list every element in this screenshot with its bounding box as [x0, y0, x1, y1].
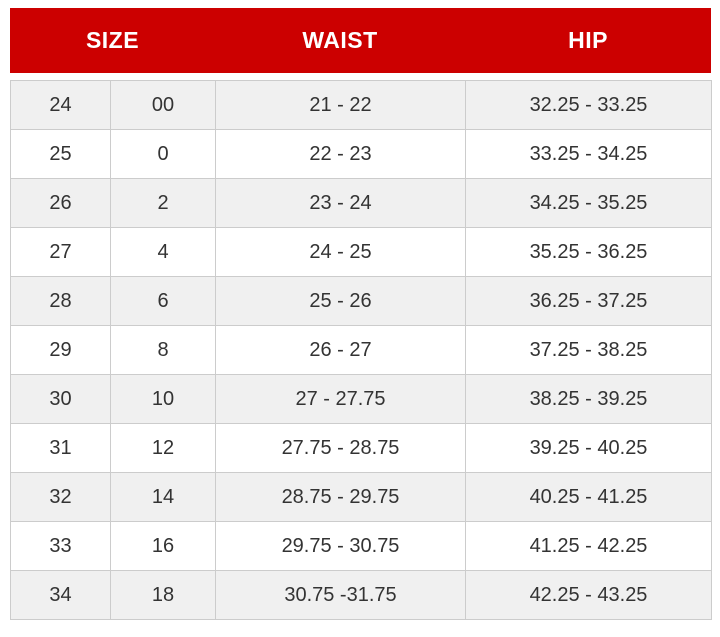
- table-cell: 4: [110, 227, 216, 277]
- table-row: 28 6 25 - 26 36.25 - 37.25: [10, 276, 712, 326]
- column-header-waist: WAIST: [302, 27, 378, 53]
- table-cell: 42.25 - 43.25: [465, 570, 712, 620]
- table-cell: 39.25 - 40.25: [465, 423, 712, 473]
- table-cell: 37.25 - 38.25: [465, 325, 712, 375]
- table-row: 34 18 30.75 -31.75 42.25 - 43.25: [10, 570, 712, 620]
- table-cell: 00: [110, 80, 216, 130]
- table-cell: 30: [10, 374, 111, 424]
- table-cell: 21 - 22: [215, 80, 466, 130]
- table-header: SIZE WAIST HIP: [10, 8, 711, 73]
- table-row: 25 0 22 - 23 33.25 - 34.25: [10, 129, 712, 179]
- table-row: 30 10 27 - 27.75 38.25 - 39.25: [10, 374, 712, 424]
- table-cell: 36.25 - 37.25: [465, 276, 712, 326]
- table-cell: 24 - 25: [215, 227, 466, 277]
- table-cell: 2: [110, 178, 216, 228]
- table-cell: 14: [110, 472, 216, 522]
- table-cell: 30.75 -31.75: [215, 570, 466, 620]
- table-row: 24 00 21 - 22 32.25 - 33.25: [10, 80, 712, 130]
- table-row: 31 12 27.75 - 28.75 39.25 - 40.25: [10, 423, 712, 473]
- table-cell: 25 - 26: [215, 276, 466, 326]
- table-cell: 27 - 27.75: [215, 374, 466, 424]
- table-cell: 38.25 - 39.25: [465, 374, 712, 424]
- table-cell: 40.25 - 41.25: [465, 472, 712, 522]
- table-cell: 34.25 - 35.25: [465, 178, 712, 228]
- table-cell: 8: [110, 325, 216, 375]
- table-cell: 27: [10, 227, 111, 277]
- table-cell: 22 - 23: [215, 129, 466, 179]
- table-row: 32 14 28.75 - 29.75 40.25 - 41.25: [10, 472, 712, 522]
- table-cell: 24: [10, 80, 111, 130]
- table-cell: 12: [110, 423, 216, 473]
- table-cell: 35.25 - 36.25: [465, 227, 712, 277]
- table-cell: 6: [110, 276, 216, 326]
- table-cell: 33.25 - 34.25: [465, 129, 712, 179]
- table-cell: 31: [10, 423, 111, 473]
- table-cell: 10: [110, 374, 216, 424]
- table-cell: 0: [110, 129, 216, 179]
- table-cell: 27.75 - 28.75: [215, 423, 466, 473]
- table-cell: 29.75 - 30.75: [215, 521, 466, 571]
- table-cell: 26: [10, 178, 111, 228]
- table-row: 33 16 29.75 - 30.75 41.25 - 42.25: [10, 521, 712, 571]
- table-cell: 16: [110, 521, 216, 571]
- table-cell: 23 - 24: [215, 178, 466, 228]
- table-cell: 29: [10, 325, 111, 375]
- table-cell: 33: [10, 521, 111, 571]
- table-cell: 26 - 27: [215, 325, 466, 375]
- column-header-hip: HIP: [568, 27, 608, 53]
- table-row: 26 2 23 - 24 34.25 - 35.25: [10, 178, 712, 228]
- table-cell: 28: [10, 276, 111, 326]
- table-cell: 32.25 - 33.25: [465, 80, 712, 130]
- table-cell: 32: [10, 472, 111, 522]
- table-body: 24 00 21 - 22 32.25 - 33.25 25 0 22 - 23 33.25 …: [10, 80, 712, 620]
- table-row: 29 8 26 - 27 37.25 - 38.25: [10, 325, 712, 375]
- table-cell: 41.25 - 42.25: [465, 521, 712, 571]
- table-cell: 28.75 - 29.75: [215, 472, 466, 522]
- table-cell: 18: [110, 570, 216, 620]
- table-row: 27 4 24 - 25 35.25 - 36.25: [10, 227, 712, 277]
- size-chart: SIZE WAIST HIP 24 00 21 - 22 32.25 - 33.25 2…: [10, 8, 712, 620]
- column-header-size: SIZE: [85, 27, 140, 53]
- size-table: 24 00 21 - 22 32.25 - 33.25 25 0 22 - 23 33.25 …: [10, 80, 712, 620]
- table-cell: 34: [10, 570, 111, 620]
- table-cell: 25: [10, 129, 111, 179]
